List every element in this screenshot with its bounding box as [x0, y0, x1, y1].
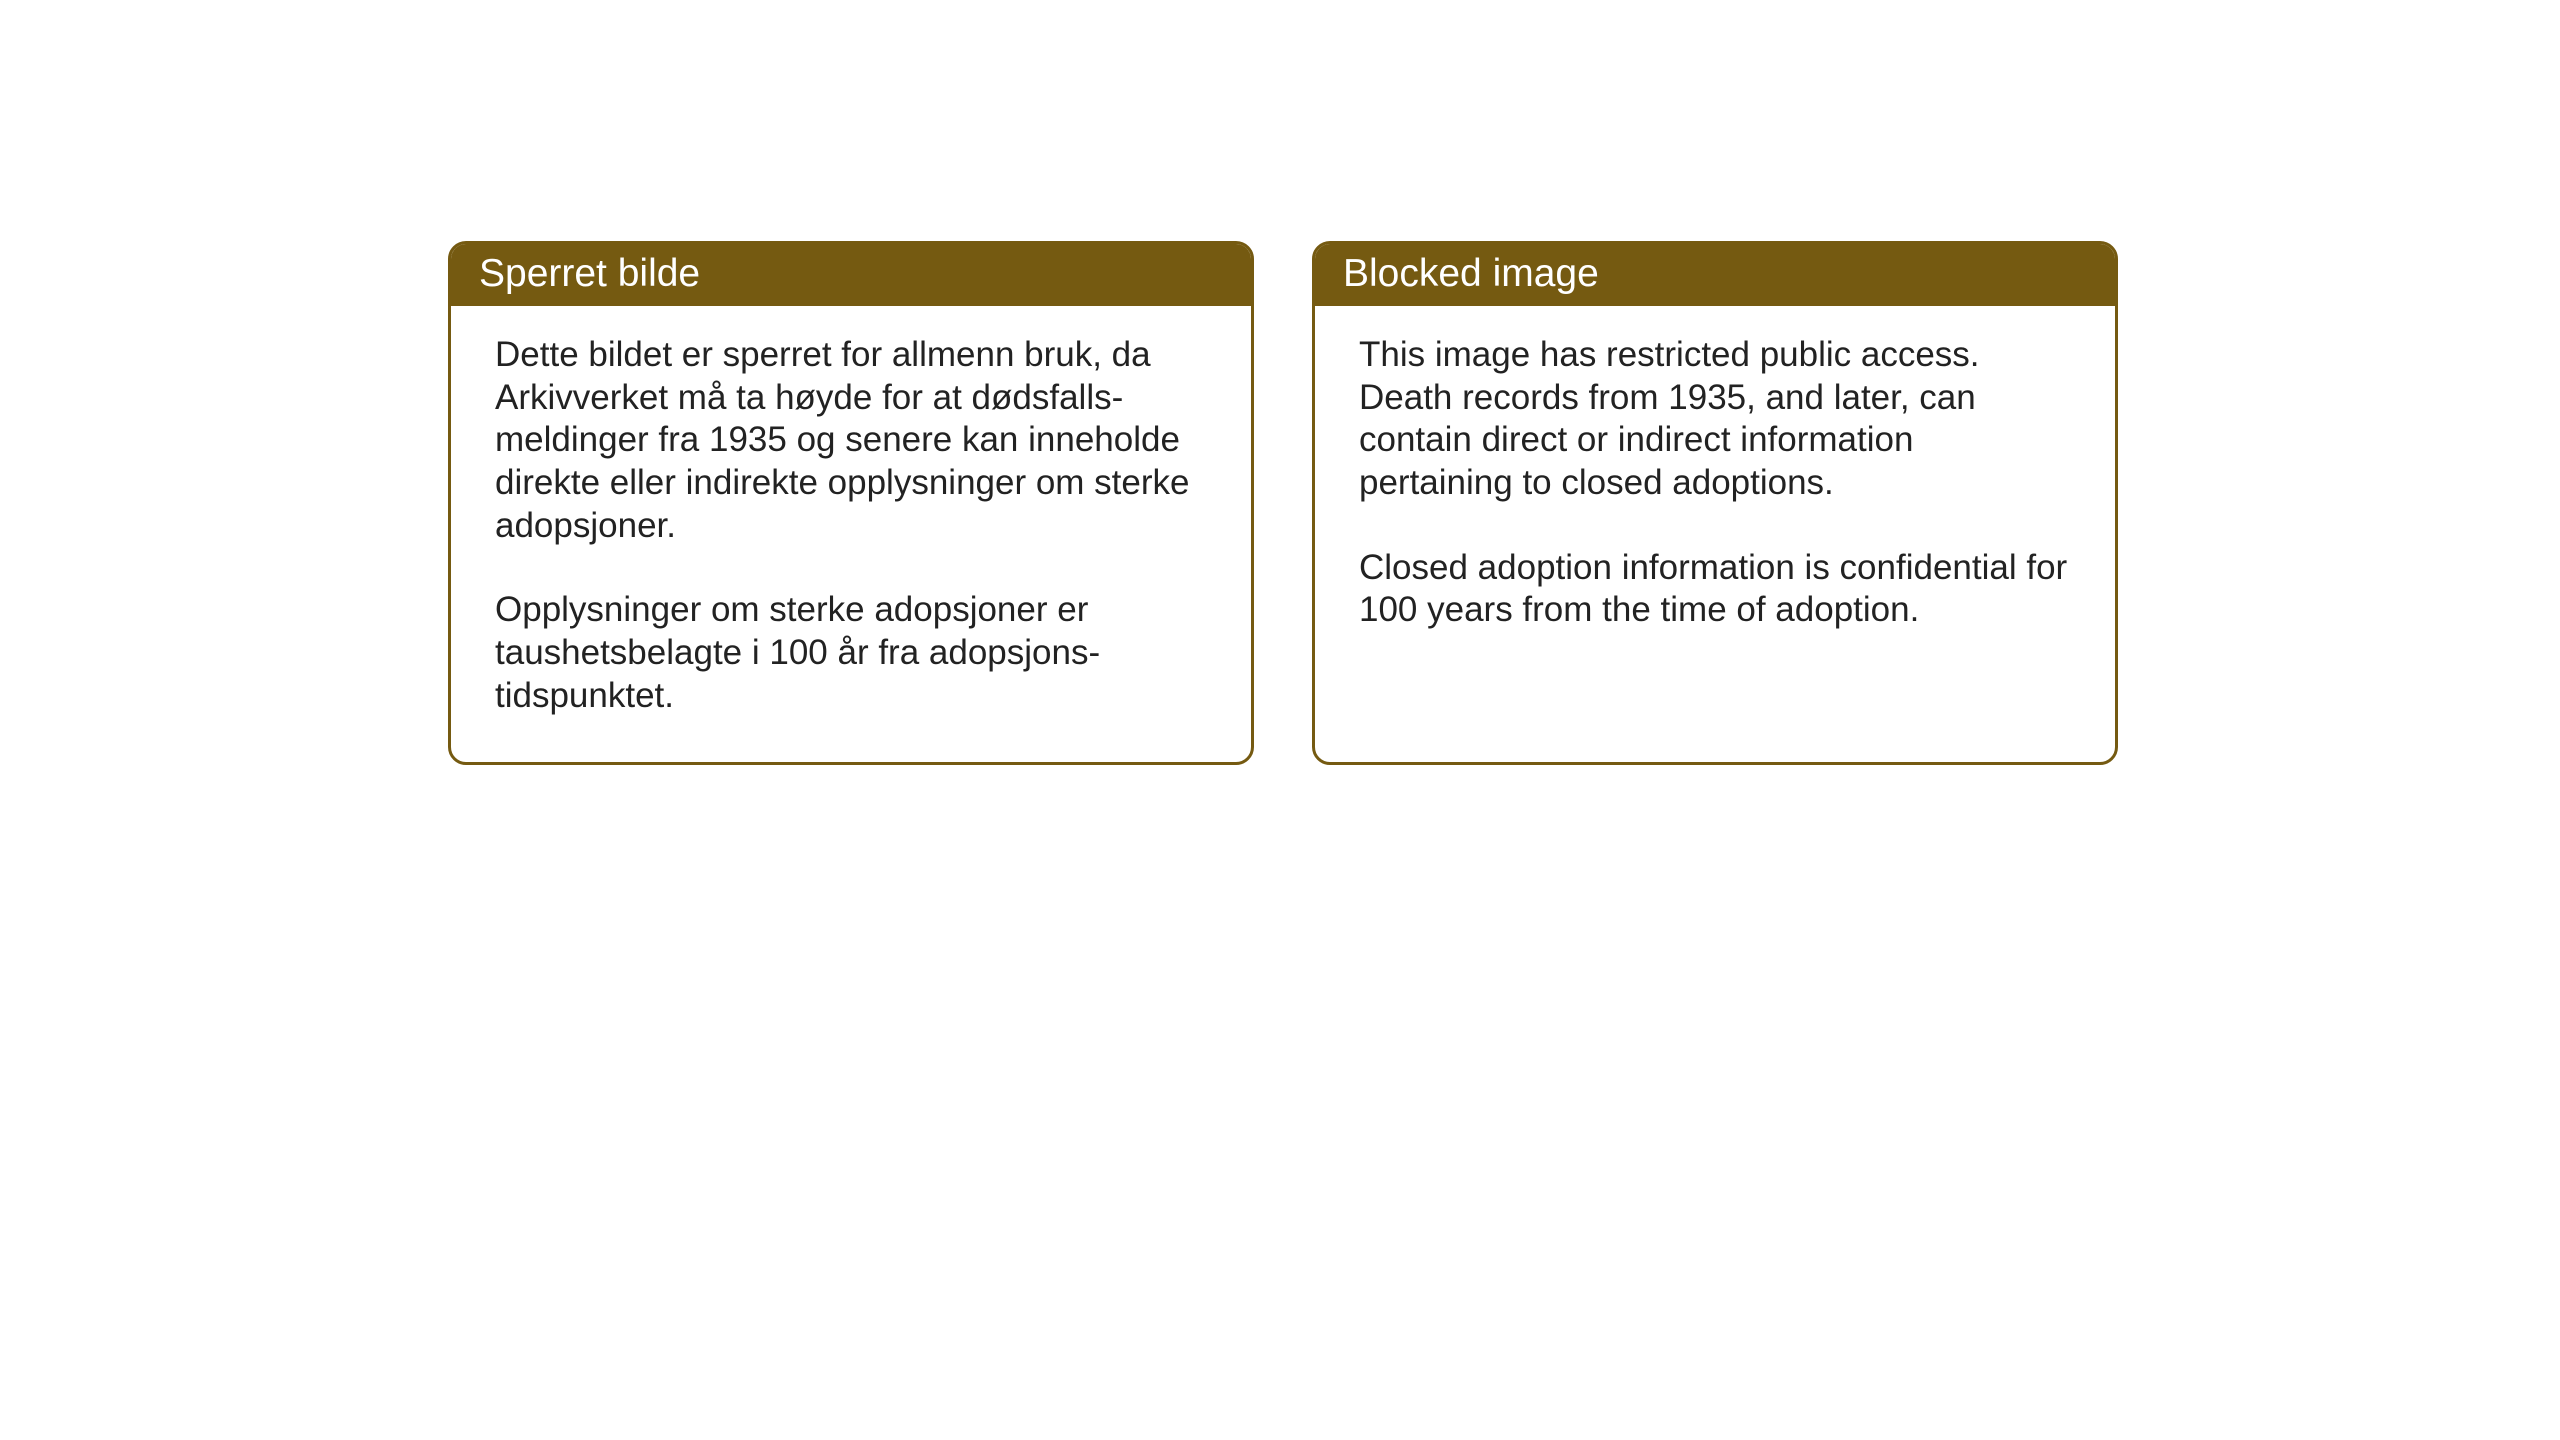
notice-cards-container: Sperret bilde Dette bildet er sperret fo…	[448, 241, 2118, 765]
card-paragraph-1-english: This image has restricted public access.…	[1359, 334, 2071, 505]
notice-card-norwegian: Sperret bilde Dette bildet er sperret fo…	[448, 241, 1254, 765]
card-paragraph-2-norwegian: Opplysninger om sterke adopsjoner er tau…	[495, 589, 1207, 717]
notice-card-english: Blocked image This image has restricted …	[1312, 241, 2118, 765]
card-body-english: This image has restricted public access.…	[1315, 306, 2115, 722]
card-paragraph-2-english: Closed adoption information is confident…	[1359, 547, 2071, 632]
card-header-english: Blocked image	[1315, 244, 2115, 306]
card-body-norwegian: Dette bildet er sperret for allmenn bruk…	[451, 306, 1251, 762]
card-paragraph-1-norwegian: Dette bildet er sperret for allmenn bruk…	[495, 334, 1207, 547]
card-header-norwegian: Sperret bilde	[451, 244, 1251, 306]
